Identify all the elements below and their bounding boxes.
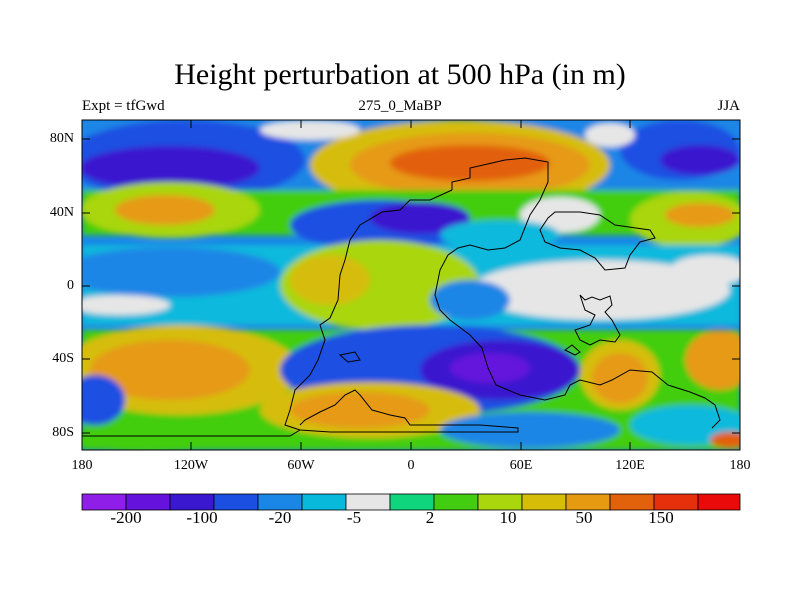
colorbar-label: 10 xyxy=(499,508,517,527)
lat-label-0: 0 xyxy=(67,278,74,293)
colorbar-label: -200 xyxy=(110,508,142,527)
period-label: 275_0_MaBP xyxy=(358,98,442,114)
season-label: JJA xyxy=(717,98,740,114)
continent-outline xyxy=(82,157,721,437)
colorbar-box-15 xyxy=(697,493,741,511)
lat-label-40s: 40S xyxy=(52,351,74,366)
lat-label-80n: 80N xyxy=(49,131,74,146)
lon-label-120e: 120E xyxy=(615,458,645,473)
colorbar-label: -100 xyxy=(186,508,218,527)
colorbar-label: -5 xyxy=(346,508,362,527)
lon-label-60w: 60W xyxy=(287,458,315,473)
lon-label-60e: 60E xyxy=(509,458,533,473)
axis-ticks xyxy=(82,120,740,450)
colorbar-label: 2 xyxy=(425,508,435,527)
colorbar-label: -20 xyxy=(268,508,292,527)
lon-label-120w: 120W xyxy=(173,458,209,473)
colorbar-label: 150 xyxy=(648,508,674,527)
lat-label-80s: 80S xyxy=(52,425,74,440)
contour-field xyxy=(82,120,740,450)
lat-label-40n: 40N xyxy=(49,205,74,220)
map-title: Height perturbation at 500 hPa (in m) xyxy=(174,58,626,91)
lon-label-180e: 180 xyxy=(729,458,751,473)
experiment-label: Expt = tfGwd xyxy=(82,98,165,114)
lon-label-0: 0 xyxy=(407,458,415,473)
lon-label-180w: 180 xyxy=(71,458,93,473)
colorbar xyxy=(81,493,741,511)
colorbar-label: 50 xyxy=(575,508,593,527)
